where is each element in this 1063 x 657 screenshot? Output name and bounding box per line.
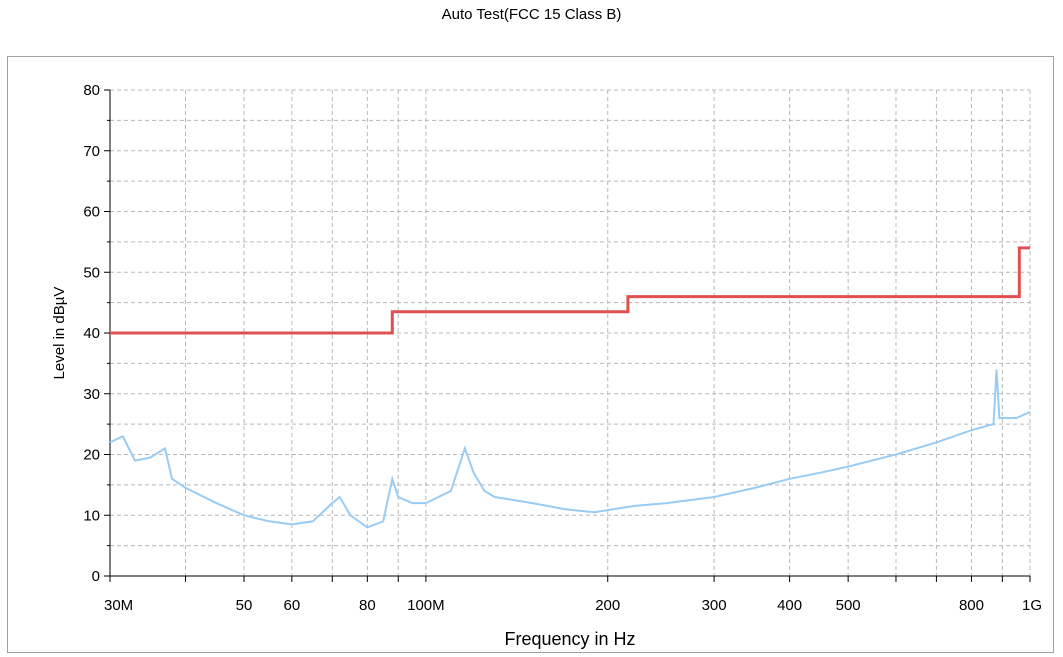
- y-tick-label: 20: [83, 447, 100, 464]
- x-axis-label: Frequency in Hz: [504, 629, 635, 649]
- chart-title: Auto Test(FCC 15 Class B): [441, 6, 622, 23]
- x-tick-label: 30M: [104, 597, 133, 614]
- x-tick-label: 200: [595, 597, 620, 614]
- x-tick-label: 500: [836, 597, 861, 614]
- x-tick-label: 800: [959, 597, 984, 614]
- chart-frame: [7, 56, 1054, 653]
- y-axis-label: Level in dBµV: [51, 287, 68, 380]
- y-tick-label: 0: [92, 568, 100, 585]
- x-tick-label: 400: [777, 597, 802, 614]
- x-tick-label: 1G: [1022, 597, 1042, 614]
- y-tick-label: 30: [83, 386, 100, 403]
- y-tick-label: 10: [83, 507, 100, 524]
- x-tick-label: 50: [236, 597, 253, 614]
- y-tick-label: 70: [83, 143, 100, 160]
- y-tick-label: 80: [83, 82, 100, 99]
- limit-line: [110, 246, 1030, 335]
- measurement-trace: [109, 369, 1031, 529]
- x-tick-label: 80: [359, 597, 376, 614]
- series-layer: [109, 246, 1031, 529]
- y-tick-label: 50: [83, 264, 100, 281]
- y-tick-label: 40: [83, 325, 100, 342]
- axis-layer: 0 10 20 30 40 50 60 70 80 30M 50 60 80 100M 200 300 400 5…: [83, 82, 1042, 614]
- x-tick-label: 60: [284, 597, 301, 614]
- y-tick-label: 60: [83, 204, 100, 221]
- x-tick-label: 100M: [407, 597, 445, 614]
- x-tick-label: 300: [702, 597, 727, 614]
- grid-layer: [110, 89, 1031, 576]
